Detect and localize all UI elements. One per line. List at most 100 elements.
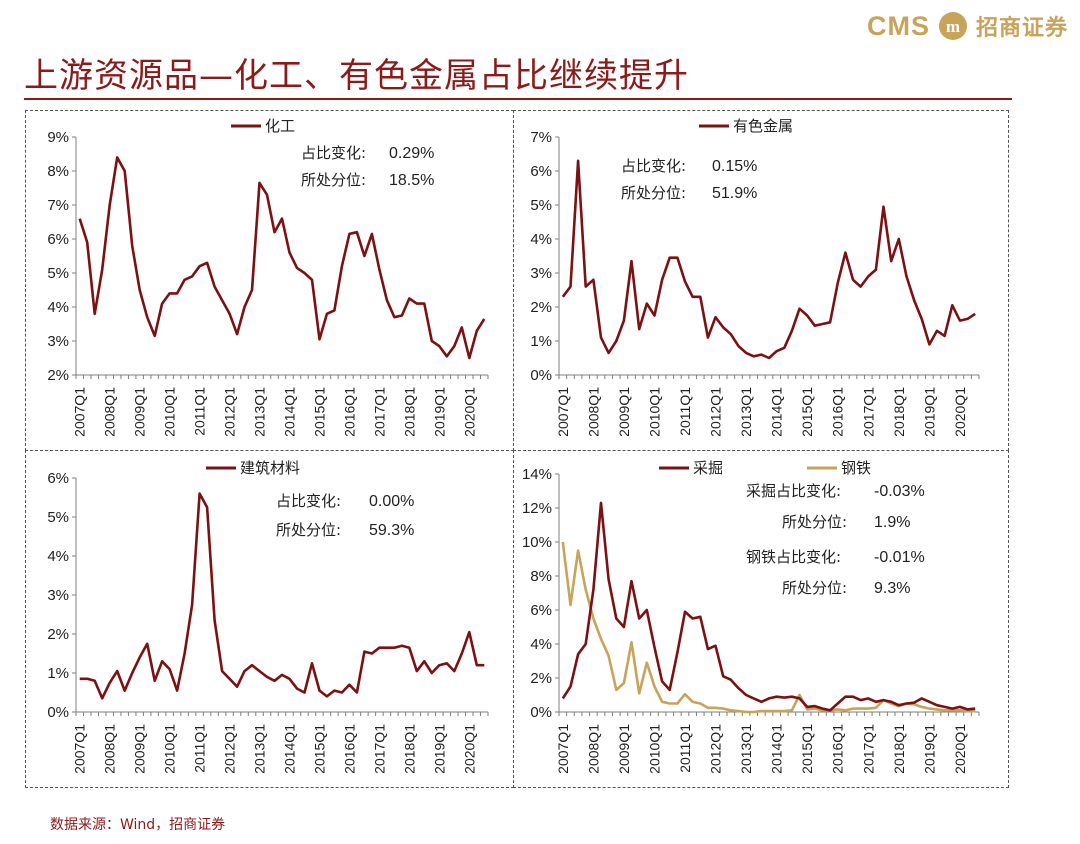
x-tick-label: 2009Q1 bbox=[616, 387, 632, 437]
x-tick-label: 2017Q1 bbox=[371, 724, 387, 774]
chart-mining-steel: 0% 2% 4% 6% 8% 10% 12% 14% 2007Q1 2008Q1 2009Q1 201… bbox=[522, 459, 980, 774]
chart-panel-nonferrous: 0% 1% 2% 3% 4% 5% 6% 7% 2007Q1 2008Q1 2009Q1 2010Q1… bbox=[513, 110, 1009, 451]
y-tick-label: 4% bbox=[530, 636, 552, 653]
y-tick-label: 4% bbox=[47, 548, 69, 565]
annotation-label: 所处分位: bbox=[782, 579, 847, 597]
x-tick-label: 2020Q1 bbox=[461, 387, 477, 437]
x-tick-label: 2018Q1 bbox=[401, 724, 417, 774]
x-tick-label: 2012Q1 bbox=[708, 387, 724, 437]
x-tick-label: 2017Q1 bbox=[860, 387, 876, 437]
x-tick-label: 2017Q1 bbox=[860, 724, 876, 774]
series-line-building_materials-0 bbox=[79, 492, 485, 700]
y-tick-label: 3% bbox=[530, 265, 552, 282]
x-tick-label: 2019Q1 bbox=[431, 724, 447, 774]
annotation-label: 所处分位: bbox=[301, 171, 366, 189]
x-tick-label: 2011Q1 bbox=[192, 387, 208, 436]
x-tick-label: 2013Q1 bbox=[252, 724, 268, 774]
annotation-value: 59.3% bbox=[369, 522, 414, 539]
legend-label: 采掘 bbox=[693, 459, 723, 477]
y-tick-label: 7% bbox=[47, 197, 69, 214]
y-tick-label: 0% bbox=[530, 367, 552, 384]
legend-label: 钢铁 bbox=[841, 459, 871, 477]
x-tick-label: 2007Q1 bbox=[72, 724, 88, 774]
x-tick-label: 2019Q1 bbox=[431, 387, 447, 437]
annotation-value: 9.3% bbox=[874, 580, 910, 597]
y-tick-label: 1% bbox=[47, 665, 69, 682]
y-tick-label: 4% bbox=[47, 299, 69, 316]
x-tick-label: 2015Q1 bbox=[799, 387, 815, 437]
x-tick-label: 2011Q1 bbox=[192, 724, 208, 773]
x-tick-label: 2016Q1 bbox=[341, 724, 357, 774]
x-tick-label: 2009Q1 bbox=[132, 387, 148, 437]
x-tick-label: 2013Q1 bbox=[738, 387, 754, 437]
x-tick-label: 2017Q1 bbox=[371, 387, 387, 437]
x-tick-label: 2010Q1 bbox=[646, 724, 662, 774]
annotation-label: 所处分位: bbox=[621, 184, 686, 202]
logo-cn-text: 招商证券 bbox=[975, 16, 1068, 41]
y-tick-label: 5% bbox=[47, 265, 69, 282]
y-tick-label: 9% bbox=[47, 129, 69, 146]
x-tick-label: 2008Q1 bbox=[585, 387, 601, 437]
x-tick-label: 2014Q1 bbox=[281, 724, 297, 774]
y-tick-label: 0% bbox=[47, 704, 69, 721]
y-tick-label: 5% bbox=[530, 197, 552, 214]
x-tick-label: 2018Q1 bbox=[891, 387, 907, 437]
x-tick-label: 2020Q1 bbox=[952, 387, 968, 437]
chart-building-materials: 0% 1% 2% 3% 4% 5% 6% 2007Q1 2008Q1 2009Q1 2010Q1 20… bbox=[47, 459, 489, 774]
y-tick-label: 8% bbox=[530, 568, 552, 585]
y-tick-label: 3% bbox=[47, 587, 69, 604]
x-tick-label: 2011Q1 bbox=[677, 724, 693, 773]
annotation-value: 51.9% bbox=[712, 185, 757, 202]
x-tick-label: 2013Q1 bbox=[738, 724, 754, 774]
annotation-label: 钢铁占比变化: bbox=[746, 548, 841, 566]
x-tick-label: 2018Q1 bbox=[891, 724, 907, 774]
x-tick-label: 2010Q1 bbox=[162, 387, 178, 437]
x-tick-label: 2018Q1 bbox=[401, 387, 417, 437]
svg-text:m: m bbox=[946, 17, 960, 36]
annotation-value: 18.5% bbox=[389, 172, 434, 189]
x-tick-label: 2015Q1 bbox=[799, 724, 815, 774]
y-tick-label: 3% bbox=[47, 333, 69, 350]
annotation-label: 占比变化: bbox=[301, 144, 366, 162]
annotation-label: 采掘占比变化: bbox=[746, 482, 841, 500]
x-tick-label: 2013Q1 bbox=[252, 387, 268, 437]
y-tick-label: 2% bbox=[47, 367, 69, 384]
data-source: 数据来源：Wind，招商证券 bbox=[50, 817, 226, 833]
legend-label: 有色金属 bbox=[733, 117, 793, 135]
x-tick-label: 2019Q1 bbox=[921, 724, 937, 774]
x-tick-label: 2007Q1 bbox=[72, 387, 88, 437]
page-title: 上游资源品—化工、有色金属占比继续提升 bbox=[24, 56, 689, 96]
x-tick-label: 2014Q1 bbox=[769, 387, 785, 437]
y-tick-label: 7% bbox=[530, 129, 552, 146]
x-tick-label: 2015Q1 bbox=[311, 387, 327, 437]
annotation-value: -0.01% bbox=[874, 549, 925, 566]
x-tick-label: 2016Q1 bbox=[341, 387, 357, 437]
y-tick-label: 4% bbox=[530, 231, 552, 248]
x-tick-label: 2012Q1 bbox=[708, 724, 724, 774]
x-tick-label: 2008Q1 bbox=[102, 724, 118, 774]
y-tick-label: 6% bbox=[530, 602, 552, 619]
x-tick-label: 2020Q1 bbox=[461, 724, 477, 774]
legend-label: 化工 bbox=[265, 117, 295, 135]
x-tick-label: 2009Q1 bbox=[616, 724, 632, 774]
y-tick-label: 1% bbox=[530, 333, 552, 350]
y-tick-label: 2% bbox=[530, 670, 552, 687]
chart-panel-building-materials: 0% 1% 2% 3% 4% 5% 6% 2007Q1 2008Q1 2009Q1 2010Q1 20… bbox=[25, 450, 514, 788]
series-line-nonferrous-0 bbox=[561, 159, 976, 360]
y-tick-label: 6% bbox=[47, 470, 69, 487]
annotation-label: 占比变化: bbox=[621, 157, 686, 175]
chart-panel-mining-steel: 0% 2% 4% 6% 8% 10% 12% 14% 2007Q1 2008Q1 2009Q1 201… bbox=[513, 450, 1009, 788]
logo-icon: m bbox=[938, 12, 967, 40]
y-tick-label: 0% bbox=[530, 704, 552, 721]
series-line-chemical-0 bbox=[78, 156, 486, 360]
annotation-value: 0.15% bbox=[712, 158, 757, 175]
x-tick-label: 2014Q1 bbox=[281, 387, 297, 437]
x-tick-label: 2016Q1 bbox=[830, 724, 846, 774]
y-tick-label: 12% bbox=[522, 500, 552, 517]
y-tick-label: 8% bbox=[47, 163, 69, 180]
x-tick-label: 2014Q1 bbox=[769, 724, 785, 774]
y-tick-label: 5% bbox=[47, 509, 69, 526]
annotation-label: 所处分位: bbox=[276, 521, 341, 539]
y-tick-label: 6% bbox=[47, 231, 69, 248]
annotation-label: 所处分位: bbox=[782, 513, 847, 531]
